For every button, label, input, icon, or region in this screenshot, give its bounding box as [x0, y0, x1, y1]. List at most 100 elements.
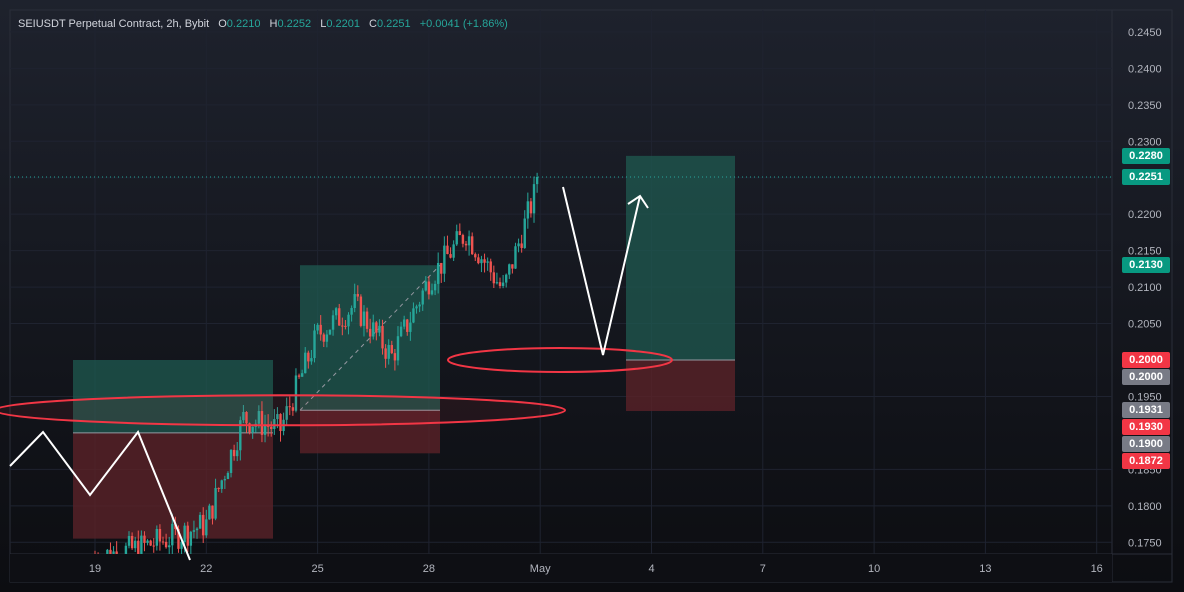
candle-body [520, 243, 523, 248]
candle-body [217, 487, 220, 489]
candle-body [424, 281, 428, 291]
y-tick-label: 0.1800 [1128, 501, 1162, 513]
candle-body [492, 272, 496, 284]
candle-body [486, 261, 489, 263]
change-value: +0.0041 (+1.86%) [419, 18, 508, 30]
candle-body [517, 243, 520, 247]
candle-body [133, 540, 137, 549]
candle-body [232, 449, 236, 457]
candle-body [155, 528, 159, 546]
candle-body [242, 411, 245, 421]
candle-body [362, 311, 366, 326]
y-tick-label: 0.1950 [1128, 391, 1162, 403]
candle-body [186, 525, 189, 546]
candle-body [164, 541, 168, 548]
candle-body [529, 201, 533, 214]
candle-body [412, 308, 415, 323]
x-tick-label: 22 [200, 563, 212, 575]
y-tick-label: 0.2050 [1128, 319, 1162, 331]
candle-body [477, 257, 480, 264]
y-tick-label: 0.2450 [1128, 27, 1162, 39]
demand-ellipse [0, 394, 566, 427]
candle-body [236, 450, 239, 457]
candle-body [291, 407, 295, 411]
candle-body [239, 420, 242, 451]
candle-body [384, 348, 387, 359]
candle-body [273, 419, 276, 429]
candle-body [152, 545, 155, 547]
candle-body [430, 290, 434, 295]
stop-zone [300, 410, 440, 454]
candle-body [461, 235, 465, 244]
x-tick-label: 4 [648, 563, 654, 575]
y-tick-label: 0.2350 [1128, 100, 1162, 112]
position-zones [73, 155, 735, 539]
candle-body [214, 487, 217, 519]
candle-body [443, 245, 446, 274]
position-diagonal [299, 264, 441, 411]
price-label: 0.1872 [1122, 453, 1170, 470]
candle-body [356, 294, 359, 297]
symbol-legend: SEIUSDT Perpetual Contract, 2h, Bybit O0… [18, 18, 508, 30]
drawings [0, 176, 1112, 561]
candle-body [316, 324, 319, 331]
candle-body [341, 325, 344, 327]
candle-body [130, 536, 134, 549]
candle-body [504, 274, 508, 283]
candle-body [146, 540, 149, 543]
candle-body [514, 246, 517, 269]
candle-body [483, 259, 486, 263]
projection-arrowhead [627, 194, 649, 209]
high-label: H [269, 18, 278, 30]
y-tick-label: 0.2300 [1128, 136, 1162, 148]
candle-body [328, 329, 332, 335]
candle-body [347, 314, 350, 327]
target-zone [626, 155, 735, 360]
candle-body [285, 406, 288, 420]
y-tick-label: 0.2400 [1128, 63, 1162, 75]
candle-body [535, 177, 539, 185]
candle-body [402, 319, 406, 327]
x-tick-label: 7 [760, 563, 766, 575]
candle-body [226, 472, 230, 480]
low-value: 0.2201 [326, 18, 360, 30]
candle-body [495, 282, 499, 284]
price-label: 0.2000 [1122, 369, 1170, 385]
candles [10, 172, 1112, 582]
x-tick-label: 19 [89, 563, 101, 575]
candle-body [440, 262, 443, 274]
candle-body [464, 243, 468, 246]
candle-body [331, 315, 335, 330]
candle-body [180, 542, 183, 549]
y-tick-label: 0.2200 [1128, 209, 1162, 221]
candle-body [406, 319, 409, 332]
candle-body [368, 328, 372, 337]
candle-body [467, 236, 471, 246]
candle-body [375, 322, 378, 333]
symbol-title: SEIUSDT Perpetual Contract, 2h, Bybit [18, 18, 210, 30]
candle-body [501, 282, 505, 286]
candle-body [446, 245, 449, 255]
x-tick-label: 10 [868, 563, 880, 575]
candle-body [263, 424, 267, 435]
candle-body [189, 531, 193, 546]
candle-body [523, 218, 526, 248]
candle-body [171, 523, 174, 546]
candle-body [161, 541, 165, 543]
open-value: 0.2210 [226, 18, 261, 30]
x-tick-label: 25 [311, 563, 323, 575]
candle-body [294, 375, 298, 411]
candle-body [149, 540, 152, 546]
y-tick-label: 0.2150 [1128, 246, 1162, 258]
candle-body [427, 281, 431, 295]
y-tick-label: 0.2100 [1128, 282, 1162, 294]
price-label: 0.2280 [1122, 147, 1170, 164]
candle-body [137, 540, 140, 560]
y-tick-label: 0.1750 [1128, 537, 1162, 549]
candle-body [208, 505, 211, 520]
candle-body [511, 264, 514, 269]
candle-body [202, 514, 205, 536]
candle-body [480, 259, 483, 264]
candle-body [409, 322, 412, 332]
